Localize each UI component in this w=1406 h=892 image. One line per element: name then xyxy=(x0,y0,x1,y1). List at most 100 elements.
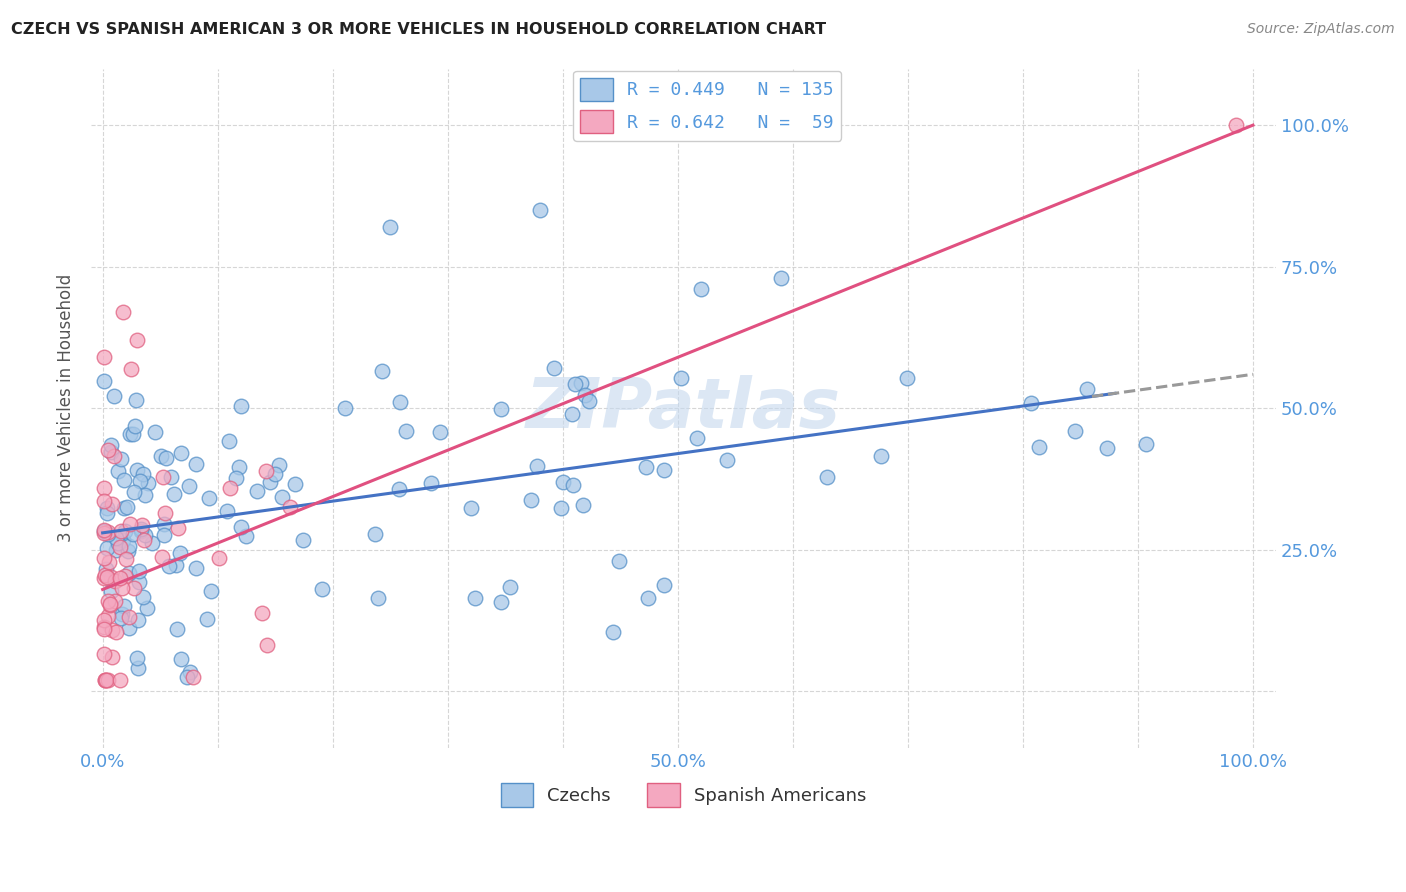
Point xyxy=(93,571,115,585)
Point xyxy=(1064,425,1087,439)
Point xyxy=(179,665,201,679)
Point xyxy=(177,479,200,493)
Point xyxy=(93,526,115,541)
Point xyxy=(149,449,172,463)
Point xyxy=(118,610,141,624)
Point xyxy=(520,493,543,508)
Point xyxy=(1225,118,1247,132)
Point xyxy=(200,584,222,599)
Point xyxy=(574,387,596,401)
Point xyxy=(93,494,115,508)
Point xyxy=(97,555,120,569)
Point xyxy=(250,607,273,621)
Point xyxy=(94,673,117,687)
Point xyxy=(195,612,218,626)
Point xyxy=(141,536,163,550)
Point xyxy=(100,438,122,452)
Point xyxy=(108,571,131,585)
Point xyxy=(259,475,281,489)
Point xyxy=(94,673,117,687)
Point xyxy=(120,361,142,376)
Point xyxy=(464,591,486,606)
Point xyxy=(550,500,572,515)
Point xyxy=(117,544,139,558)
Point xyxy=(160,469,183,483)
Point xyxy=(225,471,247,485)
Point xyxy=(103,389,125,403)
Point xyxy=(815,470,838,484)
Point xyxy=(112,500,135,515)
Point xyxy=(93,613,115,627)
Point xyxy=(110,673,132,687)
Point xyxy=(97,524,120,539)
Point xyxy=(165,558,187,572)
Point xyxy=(292,533,315,547)
Point xyxy=(170,446,193,460)
Point xyxy=(1135,437,1157,451)
Point xyxy=(367,591,389,606)
Point xyxy=(127,661,149,675)
Point xyxy=(100,570,122,584)
Point xyxy=(93,374,115,388)
Point xyxy=(176,671,198,685)
Text: Source: ZipAtlas.com: Source: ZipAtlas.com xyxy=(1247,22,1395,37)
Point xyxy=(112,473,135,487)
Point xyxy=(115,552,138,566)
Point xyxy=(101,650,124,665)
Point xyxy=(105,625,128,640)
Point xyxy=(1019,396,1042,410)
Point xyxy=(370,364,392,378)
Point xyxy=(93,619,115,633)
Point xyxy=(125,393,148,408)
Point xyxy=(526,458,548,473)
Point xyxy=(115,500,138,514)
Point xyxy=(652,463,675,477)
Point xyxy=(100,584,122,599)
Point xyxy=(264,467,287,482)
Point xyxy=(254,464,277,478)
Point xyxy=(689,282,711,296)
Legend: Czechs, Spanish Americans: Czechs, Spanish Americans xyxy=(494,776,873,814)
Point xyxy=(896,370,918,384)
Point xyxy=(131,467,153,482)
Point xyxy=(269,458,291,472)
Point xyxy=(235,529,257,543)
Point xyxy=(93,523,115,537)
Point xyxy=(134,488,156,502)
Text: ZIPatlas: ZIPatlas xyxy=(526,375,841,442)
Point xyxy=(128,564,150,578)
Point xyxy=(637,591,659,606)
Point xyxy=(122,427,145,442)
Point xyxy=(100,497,122,511)
Point xyxy=(103,450,125,464)
Point xyxy=(96,673,118,687)
Point xyxy=(127,463,149,477)
Point xyxy=(157,558,180,573)
Point xyxy=(395,424,418,438)
Point xyxy=(110,451,132,466)
Point xyxy=(609,553,631,567)
Point xyxy=(686,431,709,445)
Y-axis label: 3 or more Vehicles in Household: 3 or more Vehicles in Household xyxy=(58,274,75,542)
Point xyxy=(96,541,118,556)
Point xyxy=(551,475,574,489)
Point xyxy=(111,607,134,621)
Point xyxy=(97,609,120,624)
Point xyxy=(104,543,127,558)
Point xyxy=(153,507,176,521)
Point xyxy=(134,528,156,542)
Point xyxy=(127,651,149,665)
Point xyxy=(122,484,145,499)
Point xyxy=(118,566,141,580)
Point xyxy=(169,547,191,561)
Point xyxy=(93,550,115,565)
Point xyxy=(94,568,117,582)
Point xyxy=(96,506,118,520)
Point xyxy=(93,350,115,364)
Point xyxy=(311,582,333,596)
Point xyxy=(98,597,121,611)
Point xyxy=(107,464,129,478)
Point xyxy=(636,460,658,475)
Point xyxy=(278,500,301,514)
Point xyxy=(114,524,136,538)
